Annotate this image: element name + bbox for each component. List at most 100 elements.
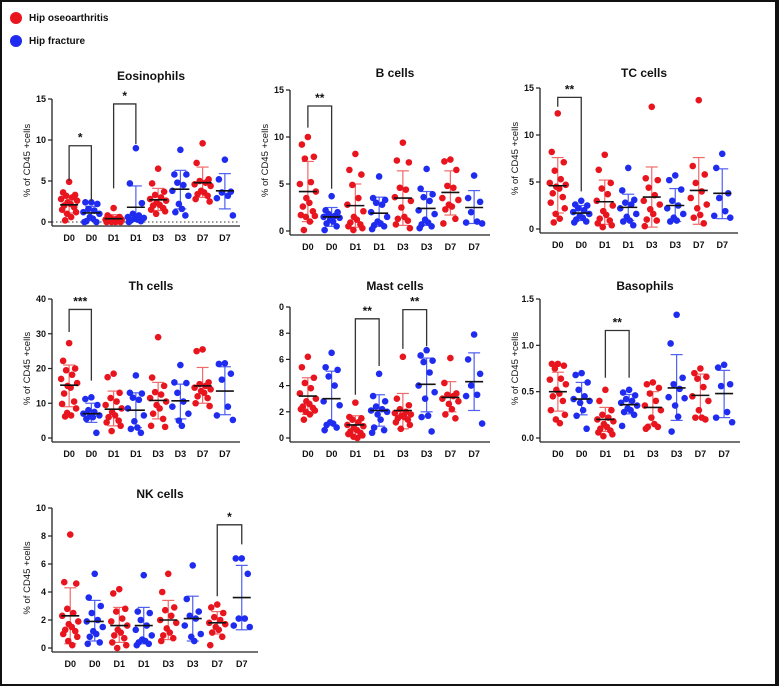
mast-cells-xtick-label: D3 (397, 449, 409, 459)
eosinophils-data-point (206, 198, 213, 205)
th-cells-data-point (194, 393, 201, 400)
b-cells-data-point (448, 203, 456, 210)
eosinophils-data-point (80, 208, 87, 216)
nk-cells-data-point (244, 570, 252, 578)
tc-cells-data-point (608, 221, 616, 229)
b-cells-data-point (323, 220, 330, 227)
b-cells-data-point (396, 184, 404, 192)
th-cells-significance-bracket (68, 308, 93, 381)
mast-cells-data-point (323, 421, 330, 429)
tc-cells-data-point (554, 110, 562, 117)
tc-cells-xtick-label: D3 (646, 240, 658, 250)
tc-cells-data-point (546, 179, 554, 187)
mast-cells-ytick-label: 6 (279, 354, 284, 364)
eosinophils-data-point (148, 180, 156, 187)
b-cells-data-point (440, 220, 447, 227)
th-cells-data-point (72, 405, 80, 412)
b-cells-data-point (344, 201, 351, 208)
b-cells-data-point (431, 210, 438, 218)
b-cells-data-point (321, 226, 328, 234)
mast-cells-data-point (383, 408, 391, 416)
mast-cells-data-point (464, 356, 472, 363)
tc-cells-data-point (700, 220, 708, 227)
basophils-data-point (633, 402, 641, 409)
th-cells-data-point (62, 366, 70, 374)
eosinophils-ytick-label: 15 (36, 94, 46, 104)
basophils-xtick-label: D1 (623, 449, 635, 459)
basophils-data-point (572, 371, 579, 379)
nk-cells-significance-bracket (216, 524, 243, 597)
basophils-data-point (620, 408, 628, 416)
b-cells-data-point (452, 215, 459, 223)
nk-cells-data-point (159, 632, 167, 639)
mast-cells-ytick-label: 0 (279, 433, 284, 443)
b-cells-data-point (302, 213, 310, 221)
mast-cells-data-point (370, 424, 378, 431)
mast-cells-data-point (349, 416, 356, 423)
tc-cells-data-point (569, 208, 577, 216)
tc-cells-data-point (641, 222, 649, 230)
basophils-data-point (583, 425, 590, 433)
eosinophils-data-point (110, 204, 117, 212)
th-cells-data-point (200, 389, 208, 397)
tc-cells-data-point (649, 210, 657, 218)
mast-cells-data-point (439, 395, 446, 403)
th-cells-data-point (138, 390, 146, 397)
eosinophils-xtick-label: D1 (108, 233, 120, 243)
th-cells-data-point (171, 379, 178, 386)
mast-cells-data-point (393, 395, 401, 403)
basophils-data-point (720, 361, 728, 369)
th-cells-data-point (60, 390, 68, 397)
basophils-data-point (723, 408, 731, 416)
eosinophils-data-point (180, 181, 187, 189)
eosinophils-data-point (172, 208, 179, 216)
nk-cells-data-point (112, 608, 120, 615)
b-cells-data-point (298, 141, 306, 148)
eosinophils-data-point (117, 218, 124, 226)
b-cells-data-point (441, 158, 448, 165)
tc-cells-data-point (609, 202, 617, 209)
nk-cells-data-point (88, 609, 96, 617)
nk-cells-data-point (246, 623, 254, 631)
b-cells-significance-label: ** (315, 91, 325, 105)
eosinophils-significance-label: * (78, 131, 83, 145)
b-cells-xtick-label: D7 (445, 242, 457, 252)
tc-cells-ytick-label: 10 (524, 130, 534, 140)
basophils-data-point (694, 375, 701, 382)
tc-cells-data-point (593, 197, 601, 205)
th-cells-data-point (68, 371, 76, 379)
nk-cells-data-point (140, 571, 148, 579)
mast-cells-data-point (447, 354, 454, 362)
th-cells-data-point (93, 429, 100, 437)
legend-marker-blue (10, 35, 22, 47)
nk-cells-data-point (197, 630, 205, 638)
nk-cells-data-point (120, 634, 128, 642)
nk-cells-ytick-label: 10 (36, 503, 46, 513)
basophils-data-point (627, 406, 634, 414)
eosinophils-data-point (174, 179, 181, 186)
nk-cells-data-point (157, 637, 165, 645)
mast-cells-data-point (478, 420, 486, 427)
mast-cells-data-point (372, 403, 380, 410)
b-cells-data-point (447, 156, 454, 163)
tc-cells-data-point (654, 176, 662, 184)
th-cells-data-point (126, 389, 134, 397)
b-cells-data-point (416, 224, 423, 232)
mast-cells-significance-bracket (402, 308, 428, 349)
mast-cells-data-point (311, 407, 319, 414)
tc-cells-data-point (646, 205, 654, 213)
basophils-data-point (562, 380, 570, 388)
basophils-data-point (619, 389, 627, 396)
nk-cells-data-point (117, 629, 125, 636)
b-cells-ytick-label: 10 (274, 132, 284, 142)
tc-cells-data-point (648, 103, 656, 111)
th-cells-data-point (157, 391, 165, 398)
th-cells-data-point (149, 410, 157, 417)
nk-cells-data-point (69, 609, 77, 617)
tc-cells-data-point (583, 202, 591, 209)
nk-cells-data-point (164, 570, 172, 578)
mast-cells-data-point (473, 391, 481, 399)
b-cells-data-point (381, 196, 389, 204)
nk-cells-data-point (208, 629, 216, 636)
tc-cells-data-point (665, 176, 673, 184)
